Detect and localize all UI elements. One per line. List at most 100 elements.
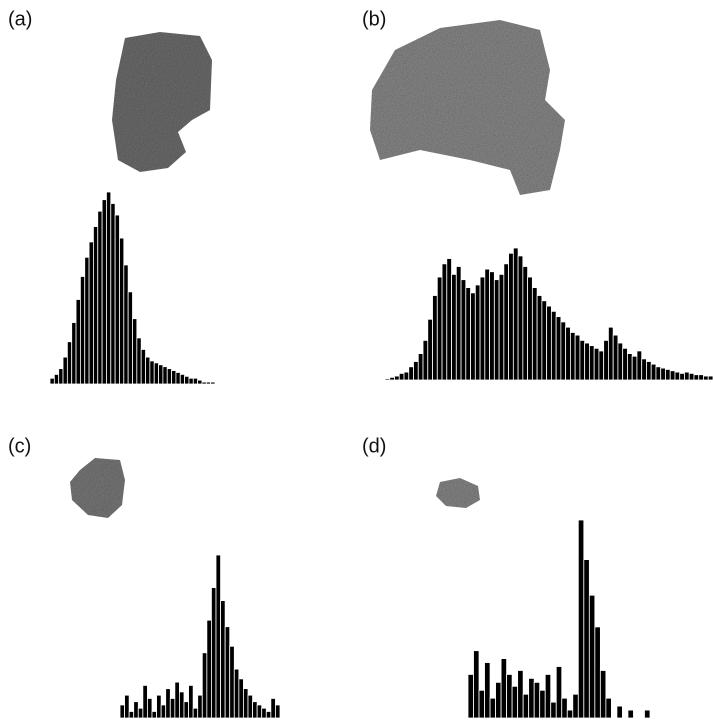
histogram-bar <box>75 299 81 385</box>
histogram-bar <box>123 264 129 385</box>
histogram-bar <box>644 709 651 719</box>
tissue-blob-b <box>370 20 565 195</box>
histogram-bar <box>93 226 99 385</box>
histogram-bar <box>546 305 552 381</box>
histogram-bar <box>205 381 212 385</box>
histogram-bar <box>555 316 562 381</box>
histogram-bar <box>201 381 207 385</box>
histogram-bar <box>522 266 529 381</box>
histogram-bar <box>110 203 116 385</box>
histogram-bar <box>577 519 585 719</box>
histogram-bar <box>436 276 443 381</box>
panel-label: (a) <box>8 8 32 30</box>
tissue-blob-d <box>436 478 480 508</box>
histogram-bar <box>119 237 125 385</box>
histogram-bar <box>158 364 164 385</box>
histogram-bar <box>460 279 467 381</box>
histogram-bar <box>128 711 135 719</box>
histogram-bar <box>422 339 429 381</box>
histogram-bar <box>598 350 605 381</box>
histogram-bar <box>684 371 690 381</box>
histogram-bar <box>413 361 419 381</box>
histogram-bar <box>49 377 55 385</box>
histogram-bar <box>427 318 433 381</box>
histogram-bar <box>124 694 130 719</box>
histogram-bar <box>210 381 216 385</box>
histogram-bar <box>156 694 162 719</box>
histogram-bar <box>608 326 614 381</box>
histogram-bar <box>612 334 619 381</box>
tissue-blob-c <box>70 458 125 518</box>
histogram-bar <box>517 670 524 719</box>
histogram-bar <box>417 353 424 381</box>
histogram-bar <box>256 704 263 719</box>
histogram-bar <box>616 705 623 719</box>
histogram-bar <box>53 373 60 385</box>
histogram-bar <box>527 276 533 381</box>
histogram-bar <box>179 691 185 719</box>
histogram-bar <box>58 368 64 385</box>
histogram-bar <box>566 709 574 719</box>
histogram-bar <box>243 688 249 719</box>
histogram-bar <box>599 670 607 719</box>
histogram-bar <box>674 371 681 381</box>
histogram-bar <box>707 375 713 381</box>
histogram-bar <box>693 374 700 381</box>
histogram-bar <box>489 271 495 381</box>
histogram-bar <box>688 372 695 381</box>
histogram-bar <box>473 650 480 719</box>
histogram-bar <box>238 678 244 719</box>
histogram-bar <box>698 374 704 381</box>
histogram-bar <box>215 554 221 719</box>
histogram-bar <box>593 347 600 381</box>
histogram-bar <box>470 292 476 381</box>
histogram-bar <box>403 371 410 381</box>
histogram-bar <box>147 698 153 719</box>
histogram-bar <box>531 287 538 381</box>
histogram-bar <box>224 626 231 719</box>
histogram-bar <box>165 688 171 719</box>
histogram-bar <box>79 276 86 385</box>
histogram-bar <box>252 701 258 719</box>
histogram-bar <box>220 600 226 719</box>
histogram-bar <box>560 321 567 381</box>
histogram-bar <box>133 701 139 719</box>
histogram-bar <box>605 697 612 719</box>
histogram-bar <box>550 310 557 381</box>
histogram-bar <box>179 373 186 385</box>
histogram-bar <box>660 367 666 381</box>
histogram-bar <box>197 694 203 719</box>
histogram-bar <box>650 363 657 381</box>
histogram-bar <box>511 685 519 719</box>
histogram-bar <box>484 268 490 381</box>
histogram-bar <box>517 255 524 381</box>
histogram-bar <box>171 370 177 385</box>
histogram-bar <box>169 698 176 719</box>
histogram-bar <box>594 626 601 719</box>
histogram-bar <box>265 711 272 719</box>
histogram-bar <box>565 326 571 381</box>
histogram-bar <box>533 681 541 719</box>
histogram-bar <box>489 697 496 719</box>
histogram-bar <box>479 276 486 381</box>
histogram-bar <box>536 295 543 381</box>
histogram-bar <box>151 711 157 719</box>
histogram-bar <box>622 347 628 381</box>
histogram-bar <box>451 273 457 381</box>
histogram-bar <box>127 291 133 385</box>
histogram-bar <box>484 662 491 719</box>
histogram-bar <box>149 360 155 385</box>
histogram-bar <box>455 266 462 381</box>
histogram-bar <box>188 377 194 385</box>
histogram-bar <box>153 362 159 385</box>
histogram-bar <box>631 355 638 381</box>
histogram-bar <box>66 341 73 385</box>
histogram-bar <box>544 674 552 719</box>
histogram-bar <box>641 358 647 381</box>
histogram-bar <box>201 652 208 719</box>
histogram-bar <box>539 689 546 719</box>
histogram-bar <box>140 349 146 385</box>
histogram-bar <box>432 295 438 381</box>
histogram-bar <box>583 559 590 719</box>
